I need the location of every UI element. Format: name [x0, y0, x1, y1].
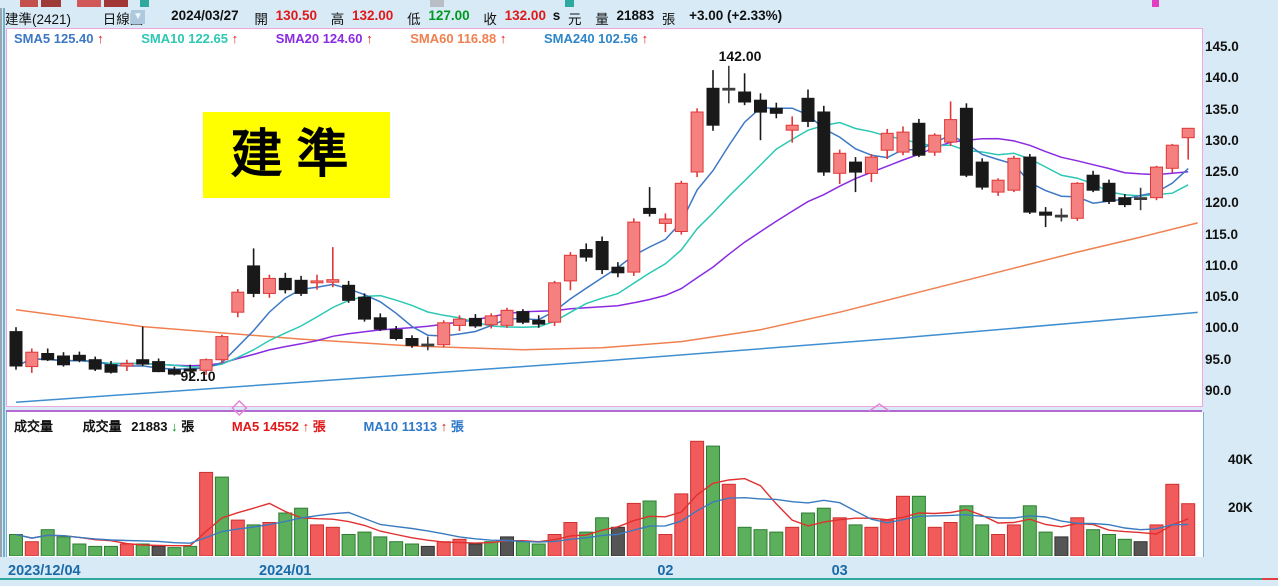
left-edge-line [0, 8, 2, 580]
volume-down-arrow-icon: ↓ [171, 419, 178, 434]
volume-value: 21883 [131, 419, 168, 434]
price-chart-pane[interactable] [6, 28, 1203, 407]
volume-value: 21883 [616, 8, 655, 23]
volume-ma10-unit: 張 [450, 419, 464, 434]
volume-header: 成交量 成交量 21883 ↓ 張 MA5 14552 ↑ 張 MA10 113… [14, 416, 464, 434]
date-axis-label: 2023/12/04 [8, 563, 81, 579]
bottom-scroll-line[interactable] [0, 578, 1262, 580]
sma5-legend: SMA5 125.40 [14, 31, 94, 46]
sma10-trend-arrow-icon: ↑ [231, 31, 239, 46]
price-axis-label: 95.0 [1205, 352, 1232, 367]
pane-divider [6, 410, 1202, 412]
volume-axis-label: 40K [1228, 452, 1253, 467]
volume-value-label: 成交量 [82, 419, 122, 434]
price-axis-label: 135.0 [1205, 102, 1239, 117]
volume-ma5-arrow-icon: ↑ [302, 419, 310, 434]
open-value: 130.50 [275, 8, 317, 23]
volume-unit: 張 [181, 419, 195, 434]
volume-pane-label: 成交量 [14, 419, 54, 434]
price-axis-label: 115.0 [1205, 227, 1239, 242]
price-unit: 元 [568, 12, 582, 27]
price-axis-label: 125.0 [1205, 164, 1239, 179]
chevron-down-icon[interactable]: ▼ [131, 10, 145, 24]
date-axis: 2023/12/04 2024/01 02 03 [0, 557, 1278, 586]
left-edge-line-inner [3, 8, 5, 580]
date-axis-label: 03 [831, 563, 848, 579]
sma-legend: SMA5 125.40 ↑ SMA10 122.65 ↑ SMA20 124.6… [14, 31, 682, 49]
sma5-trend-arrow-icon: ↑ [97, 31, 104, 46]
date-axis-label: 2024/01 [259, 563, 312, 579]
sma240-trend-arrow-icon: ↑ [641, 31, 649, 46]
price-axis-label: 120.0 [1205, 195, 1239, 210]
low-value: 127.00 [428, 8, 470, 23]
volume-ma5-legend: MA5 14552 [231, 419, 300, 434]
date-axis-label: 02 [657, 563, 674, 579]
sma20-trend-arrow-icon: ↑ [366, 31, 373, 46]
price-axis-label: 100.0 [1205, 320, 1239, 335]
close-label: 收 [483, 12, 497, 27]
trough-price-annotation: 92.10 [180, 368, 216, 384]
date-value: 2024/03/27 [171, 8, 239, 23]
high-value: 132.00 [352, 8, 394, 23]
change-value: +3.00 (+2.33%) [689, 8, 783, 23]
close-suffix: s [552, 8, 561, 23]
sma10-legend: SMA10 122.65 [141, 31, 228, 46]
volume-axis-label: 20K [1228, 500, 1253, 515]
stock-name-badge: 建準 [203, 112, 390, 198]
sma240-legend: SMA240 102.56 [543, 31, 638, 46]
peak-price-annotation: 142.00 [718, 48, 762, 64]
bottom-scroll-thumb[interactable] [1262, 578, 1278, 580]
volume-label: 量 [595, 12, 609, 27]
price-axis-label: 110.0 [1205, 258, 1239, 273]
price-axis-label: 145.0 [1205, 39, 1239, 54]
price-axis-label: 130.0 [1205, 133, 1239, 148]
volume-ma10-legend: MA10 11313 [363, 419, 438, 434]
price-axis-label: 140.0 [1205, 70, 1239, 85]
quote-header: 建準(2421) 日線圖 2024/03/27 開 130.50 高 132.0… [0, 8, 1278, 28]
high-label: 高 [330, 12, 345, 27]
low-label: 低 [407, 12, 421, 27]
close-value: 132.00 [504, 8, 546, 23]
stock-title: 建準(2421) [5, 12, 72, 27]
volume-ma5-unit: 張 [312, 419, 326, 434]
price-axis-label: 90.0 [1205, 383, 1232, 398]
sma60-trend-arrow-icon: ↑ [499, 31, 507, 46]
price-axis-label: 105.0 [1205, 289, 1239, 304]
volume-unit: 張 [661, 12, 676, 27]
open-label: 開 [254, 12, 268, 27]
sma20-legend: SMA20 124.60 [275, 31, 363, 46]
sma60-legend: SMA60 116.88 [410, 31, 497, 46]
volume-ma10-arrow-icon: ↑ [440, 419, 448, 434]
